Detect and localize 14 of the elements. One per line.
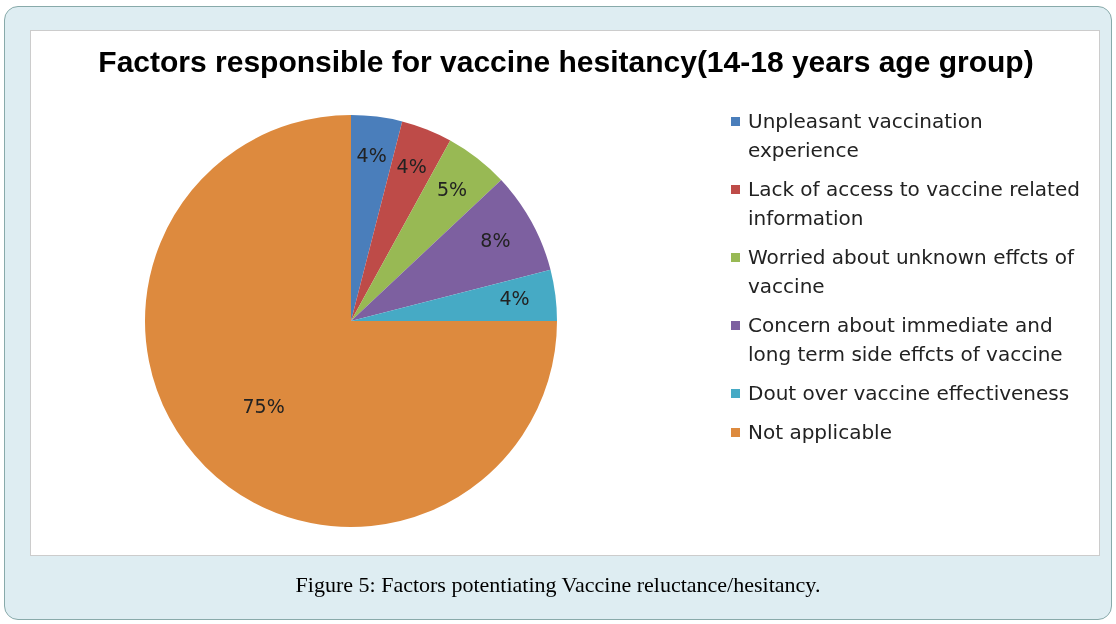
legend-label: Unpleasant vaccination experience (748, 108, 984, 164)
data-label: 5% (436, 177, 468, 200)
data-label: 75% (242, 395, 285, 418)
data-label: 4% (499, 287, 530, 310)
legend-label: Worried about unknown effcts of vaccine (748, 244, 1076, 300)
data-label: 4% (396, 154, 427, 177)
chart-title: Factors responsible for vaccine hesitancy(14-18 years age group) (97, 45, 1035, 79)
legend-label: Lack of access to vaccine related information (748, 176, 1081, 232)
legend-label: Concern about immediate and long term side effcts of vaccine (748, 312, 1064, 368)
legend-label: Not applicable (748, 419, 892, 446)
data-label: 4% (356, 144, 387, 167)
legend-label: Dout over vaccine effectiveness (748, 380, 1070, 407)
data-label: 8% (480, 228, 511, 251)
caption: Figure 5: Factors potentiating Vaccine reluctance/hesitancy. (294, 572, 822, 598)
